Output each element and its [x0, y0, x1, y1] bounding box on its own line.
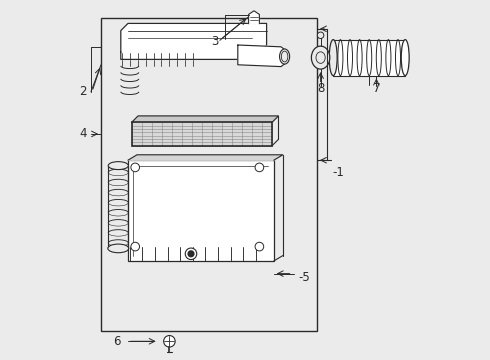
Ellipse shape [401, 40, 409, 76]
Circle shape [131, 163, 140, 172]
Circle shape [188, 251, 194, 257]
Bar [101, 18, 317, 331]
Ellipse shape [108, 162, 128, 170]
Text: 7: 7 [373, 82, 380, 95]
Circle shape [185, 248, 197, 260]
Ellipse shape [281, 51, 288, 62]
Text: 2: 2 [79, 85, 87, 98]
Bar [128, 160, 274, 261]
Circle shape [255, 242, 264, 251]
Ellipse shape [280, 49, 290, 64]
Text: -1: -1 [332, 166, 344, 179]
Text: -5: -5 [298, 271, 310, 284]
Polygon shape [121, 23, 267, 59]
Ellipse shape [329, 40, 337, 76]
Circle shape [164, 336, 175, 347]
Text: 3: 3 [211, 35, 218, 48]
Polygon shape [132, 116, 278, 122]
Polygon shape [128, 155, 283, 160]
Text: 6: 6 [113, 335, 121, 348]
Bar [132, 122, 272, 146]
Polygon shape [248, 11, 259, 24]
Ellipse shape [108, 244, 129, 253]
Circle shape [255, 163, 264, 172]
Text: 8: 8 [317, 82, 324, 95]
Circle shape [318, 32, 324, 39]
Ellipse shape [311, 46, 330, 69]
Circle shape [131, 242, 140, 251]
Bar [132, 122, 272, 146]
Polygon shape [238, 45, 288, 67]
Text: 4: 4 [79, 127, 87, 140]
Bar [333, 40, 405, 76]
Ellipse shape [316, 52, 325, 63]
